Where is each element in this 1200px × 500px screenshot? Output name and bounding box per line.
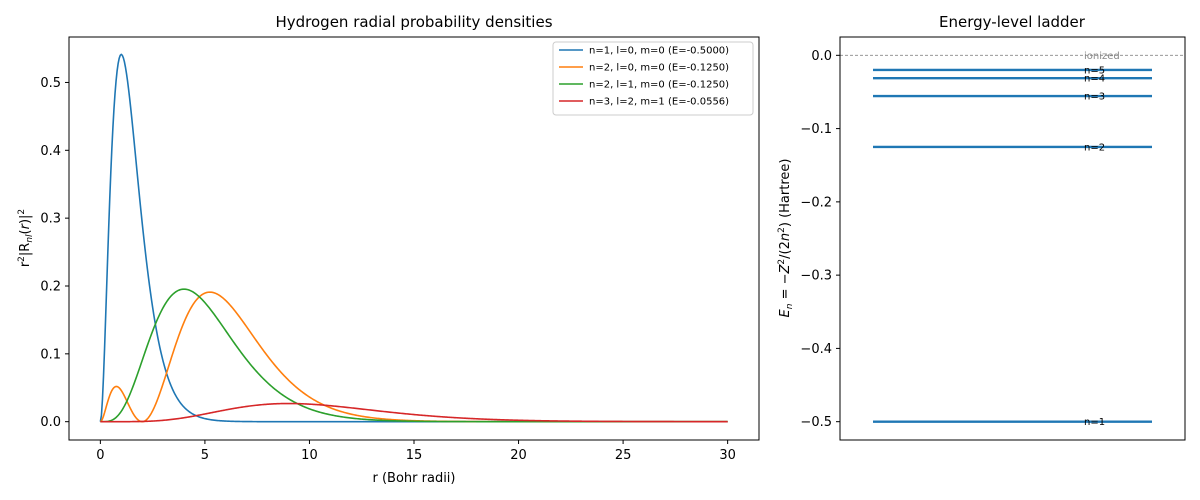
energy-plot-frame [839, 36, 1186, 441]
energy-y-tick-label: −0.2 [800, 195, 832, 210]
x-tick-label: 25 [615, 448, 632, 463]
energy-y-ticks: 0.0 −0.1 −0.2 −0.3 −0.4 −0.5 [800, 49, 840, 430]
energy-ladder-panel: Energy-level ladder ionized n=1 n=2 n=3 n=4… [777, 13, 1186, 441]
energy-level-label-n2: n=2 [1084, 142, 1105, 153]
y-tick-label: 0.4 [40, 144, 61, 159]
energy-y-axis-label: En = −Z2/(2n2) (Hartree) [777, 159, 795, 318]
x-tick-label: 20 [510, 448, 527, 463]
radial-legend: n=1, l=0, m=0 (E=-0.5000) n=2, l=0, m=0 (… [552, 41, 754, 116]
legend-entry-1: n=1, l=0, m=0 (E=-0.5000) [589, 46, 729, 57]
x-tick-label: 5 [201, 448, 209, 463]
energy-level-label-n4: n=4 [1084, 74, 1105, 85]
radial-curves [99, 53, 728, 423]
radial-x-axis-label: r (Bohr radii) [373, 471, 456, 486]
y-tick-label: 0.3 [40, 212, 61, 227]
x-tick-label: 0 [96, 448, 104, 463]
radial-y-axis-label: r2|Rnl(r)|2 [17, 209, 35, 267]
radial-plot-title: Hydrogen radial probability densities [275, 13, 552, 31]
radial-x-ticks: 0 5 10 15 20 25 30 [96, 440, 736, 463]
y-tick-label: 0.2 [40, 279, 61, 294]
series-line-3 [100, 288, 728, 423]
legend-entry-3: n=2, l=1, m=0 (E=-0.1250) [589, 80, 729, 91]
energy-y-tick-label: −0.5 [800, 415, 832, 430]
x-tick-label: 15 [406, 448, 423, 463]
series-line-2 [99, 291, 728, 423]
y-tick-label: 0.1 [40, 347, 61, 362]
energy-y-tick-label: −0.4 [800, 342, 832, 357]
energy-y-tick-label: −0.3 [800, 269, 832, 284]
legend-entry-4: n=3, l=2, m=1 (E=-0.0556) [589, 97, 729, 108]
ionization-label: ionized [1084, 51, 1120, 62]
energy-level-label-n1: n=1 [1084, 417, 1105, 428]
y-tick-label: 0.0 [40, 415, 61, 430]
legend-entry-2: n=2, l=0, m=0 (E=-0.1250) [589, 63, 729, 74]
energy-y-tick-label: 0.0 [811, 49, 832, 64]
energy-levels: n=1 n=2 n=3 n=4n=5 [873, 65, 1152, 428]
energy-level-label-n3: n=3 [1084, 92, 1105, 103]
energy-plot-title: Energy-level ladder [939, 13, 1086, 31]
energy-level-label-n5: n=5 [1084, 65, 1105, 76]
radial-y-ticks: 0.0 0.1 0.2 0.3 0.4 0.5 [40, 76, 69, 430]
y-tick-label: 0.5 [40, 76, 61, 91]
x-tick-label: 30 [719, 448, 736, 463]
radial-density-panel: Hydrogen radial probability densities 0 5… [17, 13, 760, 486]
series-line-4 [100, 402, 728, 423]
energy-y-tick-label: −0.1 [800, 122, 832, 137]
ionization-reference: ionized [840, 51, 1185, 62]
x-tick-label: 10 [301, 448, 318, 463]
legend-frame [552, 41, 754, 116]
